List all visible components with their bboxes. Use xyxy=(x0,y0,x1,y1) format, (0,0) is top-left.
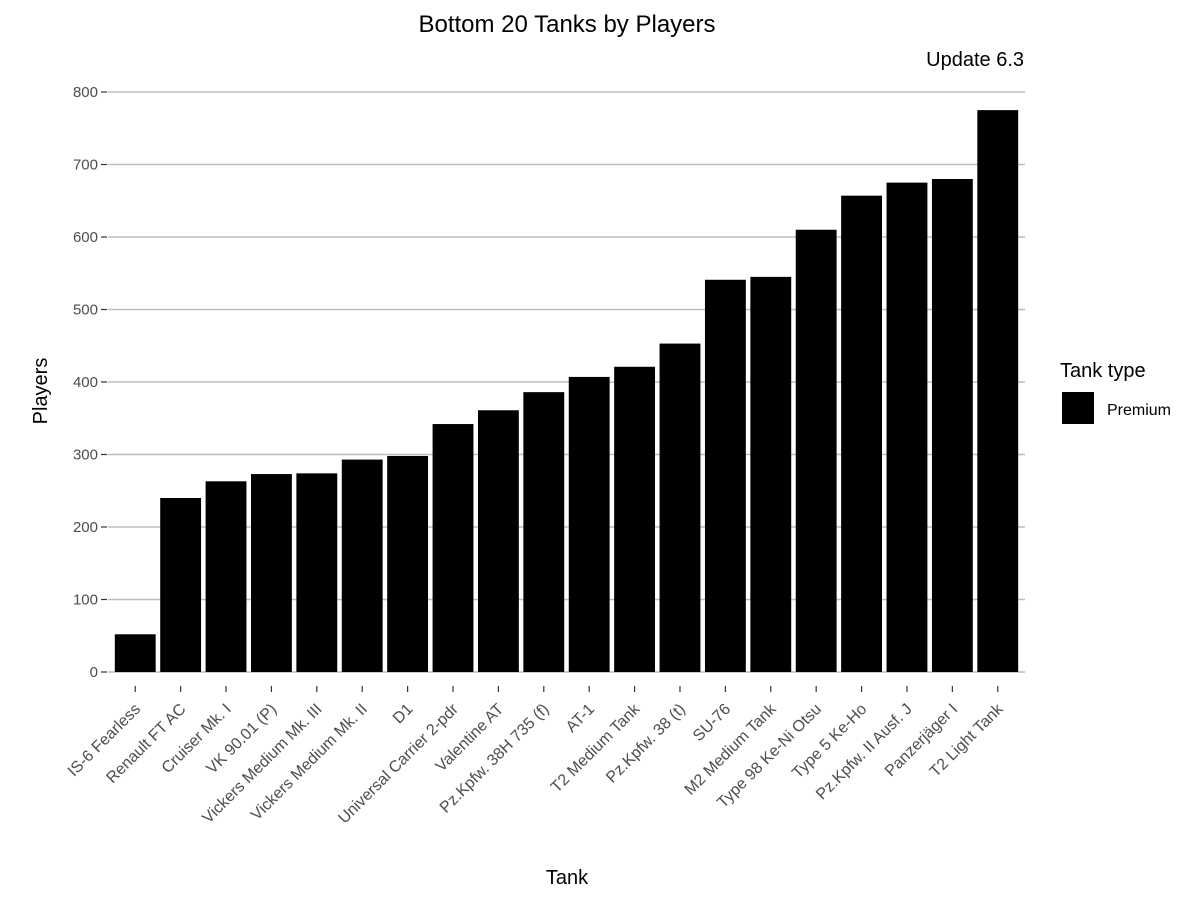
y-tick-label-0: 0 xyxy=(90,664,98,681)
y-tick-label-300: 300 xyxy=(73,447,98,464)
x-tick-label-12: Pz.Kpfw. 38 (t) xyxy=(603,701,689,787)
y-tick-label-600: 600 xyxy=(73,229,98,246)
bars xyxy=(114,110,1019,673)
bar-0 xyxy=(114,634,156,672)
y-tick-label-100: 100 xyxy=(73,592,98,609)
bar-14 xyxy=(750,276,792,672)
bar-12 xyxy=(659,343,701,672)
chart-subtitle: Update 6.3 xyxy=(926,49,1024,71)
y-axis-label: Players xyxy=(30,358,52,425)
bar-13 xyxy=(704,279,746,672)
bar-10 xyxy=(568,376,610,672)
legend-key-premium xyxy=(1062,392,1094,424)
bar-15 xyxy=(795,229,837,672)
bar-2 xyxy=(205,481,247,672)
bar-7 xyxy=(432,424,474,672)
x-axis-label: Tank xyxy=(546,867,589,889)
legend: Tank type Premium xyxy=(1060,360,1171,424)
bar-11 xyxy=(614,366,656,672)
bar-6 xyxy=(387,455,429,672)
y-tick-label-700: 700 xyxy=(73,157,98,174)
bar-16 xyxy=(841,195,883,673)
bar-8 xyxy=(477,410,519,672)
x-tick-label-6: D1 xyxy=(390,701,417,728)
y-tick-label-200: 200 xyxy=(73,519,98,536)
bar-3 xyxy=(250,474,292,672)
y-axis-ticks: 0 100 200 300 400 500 600 700 800 xyxy=(73,84,107,681)
chart-title: Bottom 20 Tanks by Players xyxy=(418,11,715,38)
bar-18 xyxy=(931,179,973,672)
bar-17 xyxy=(886,182,928,672)
bar-9 xyxy=(523,392,565,672)
x-tick-label-13: SU-76 xyxy=(690,701,734,745)
y-tick-label-400: 400 xyxy=(73,374,98,391)
bar-19 xyxy=(977,110,1019,672)
y-tick-label-500: 500 xyxy=(73,302,98,319)
y-tick-label-800: 800 xyxy=(73,84,98,101)
x-tick-label-1: Renault FT AC xyxy=(103,701,189,787)
bar-5 xyxy=(341,459,383,672)
x-tick-label-10: AT-1 xyxy=(563,701,598,736)
bar-4 xyxy=(296,473,338,672)
legend-label-premium: Premium xyxy=(1107,402,1171,419)
bar-1 xyxy=(160,498,202,672)
legend-title: Tank type xyxy=(1060,360,1146,382)
